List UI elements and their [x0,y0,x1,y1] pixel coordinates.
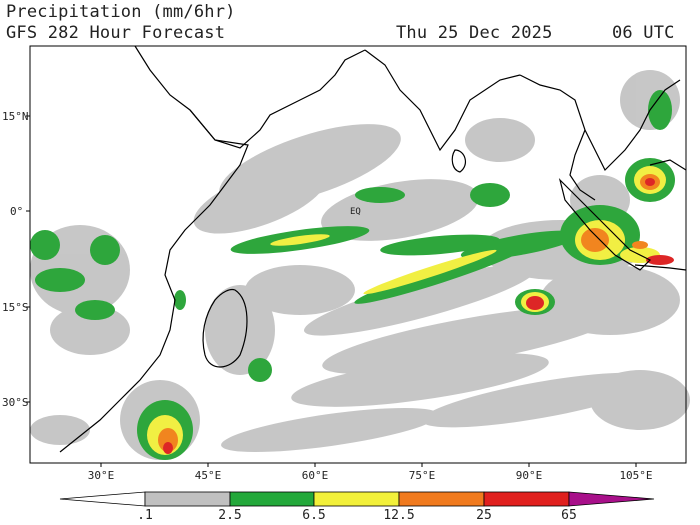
forecast-date: Thu 25 Dec 2025 [396,23,553,43]
lat-tick-label: 30°S [2,396,29,409]
colorbar [59,491,655,507]
very-heavy-precip-layer [158,174,674,454]
colorbar-segment [483,491,570,507]
lon-tick-label: 45°E [195,469,222,482]
forecast-subtitle: GFS 282 Hour Forecast [6,23,226,43]
latitude-ticks [26,115,30,403]
light-precip-layer [30,70,690,460]
colorbar-segment [144,491,231,507]
colorbar-label: 6.5 [302,508,326,523]
colorbar-segment [398,491,485,507]
lon-tick-label: 30°E [88,469,115,482]
lon-tick-label: 90°E [516,469,543,482]
equator-label: EQ [350,207,361,217]
lon-tick-label: 75°E [409,469,436,482]
lon-tick-label: 105°E [619,469,652,482]
colorbar-label: 2.5 [218,508,242,523]
lat-tick-label: 15°S [2,301,29,314]
colorbar-segment [313,491,400,507]
colorbar-segment [229,491,315,507]
lat-tick-label: 15°N [2,110,29,123]
colorbar-segment [59,491,146,507]
colorbar-label: .1 [137,508,153,523]
map-frame [29,45,687,464]
colorbar-label: 25 [476,508,492,523]
longitude-ticks [100,463,637,467]
forecast-time: 06 UTC [612,23,675,43]
lat-tick-label: 0° [10,205,23,218]
map-title: Precipitation (mm/6hr) [6,2,236,22]
lon-tick-label: 60°E [302,469,329,482]
colorbar-segment [568,491,655,507]
coastlines [59,45,687,453]
colorbar-label: 65 [561,508,577,523]
colorbar-label: 12.5 [383,508,415,523]
